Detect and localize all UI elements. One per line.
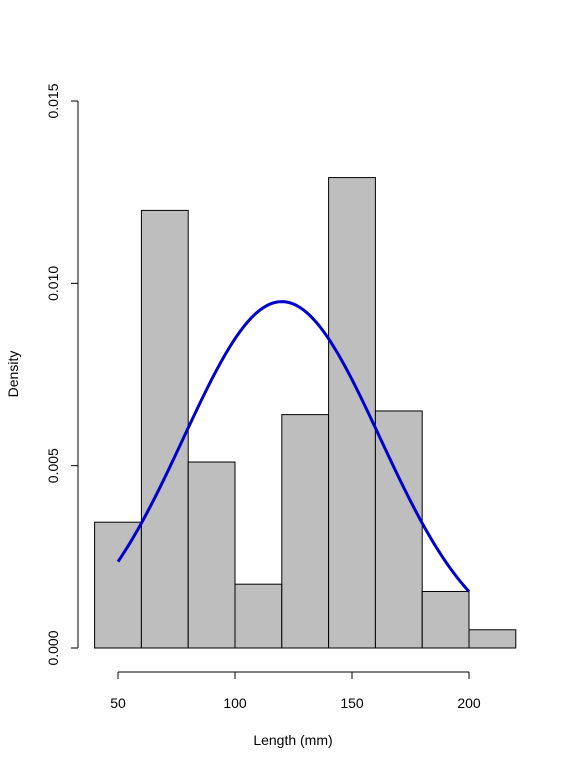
y-axis-label: Density [5, 351, 21, 398]
histogram-bar-6 [374, 410, 423, 649]
histogram-bar-2 [187, 461, 236, 649]
x-tick-label-1: 100 [223, 695, 247, 711]
x-tick-label-3: 200 [457, 695, 481, 711]
y-tick-label-2: 0.010 [45, 266, 61, 301]
y-tick-label-0: 0.000 [45, 630, 61, 665]
histogram-bar-3 [234, 583, 283, 649]
x-axis: 50 100 150 200 [110, 671, 481, 711]
histogram-bar-1 [140, 209, 189, 649]
y-axis: 0.000 0.005 0.010 0.015 [45, 83, 79, 666]
density-curve [116, 300, 471, 593]
histogram-bar-7 [421, 590, 470, 649]
y-tick-label-1: 0.005 [45, 448, 61, 483]
histogram-bar-8 [468, 629, 517, 649]
x-axis-label: Length (mm) [253, 732, 332, 748]
histogram-bar-4 [281, 414, 330, 649]
x-tick-label-2: 150 [340, 695, 364, 711]
y-tick-label-3: 0.015 [45, 83, 61, 118]
histogram-bars [94, 177, 517, 649]
x-tick-label-0: 50 [110, 695, 126, 711]
histogram-bar-0 [94, 521, 142, 649]
